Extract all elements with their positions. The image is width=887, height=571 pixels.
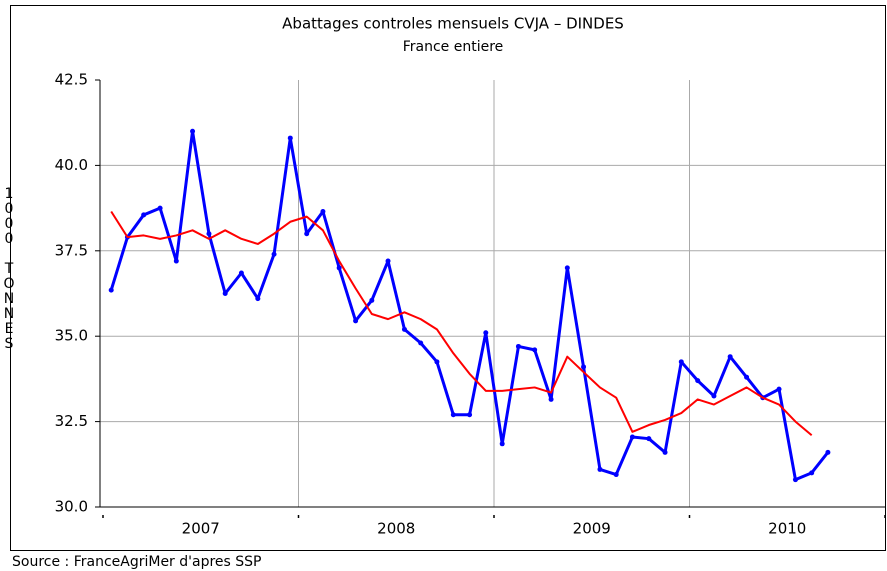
point	[581, 364, 587, 370]
point	[401, 326, 407, 332]
y-axis-label: 1000 TONNES	[1, 186, 17, 351]
frame	[10, 5, 886, 551]
point	[711, 393, 717, 399]
y-tick-label: 30.0	[55, 498, 88, 516]
point	[613, 472, 619, 478]
point	[597, 466, 603, 472]
point	[662, 449, 668, 455]
point	[385, 258, 391, 264]
point	[792, 477, 798, 483]
point	[809, 470, 815, 476]
point	[483, 330, 489, 336]
point	[418, 340, 424, 346]
point	[548, 396, 554, 402]
y-tick-label: 35.0	[55, 327, 88, 345]
y-tick-label: 32.5	[55, 412, 88, 430]
point	[629, 434, 635, 440]
point	[157, 205, 163, 211]
point	[678, 359, 684, 365]
point	[467, 412, 473, 418]
point	[499, 441, 505, 447]
point	[744, 374, 750, 380]
point	[369, 297, 375, 303]
x-tick-label: 2009	[573, 520, 611, 538]
point	[450, 412, 456, 418]
y-tick-label: 42.5	[55, 71, 88, 89]
series-line	[109, 129, 830, 482]
chart-subtitle: France entiere	[403, 39, 504, 55]
x-tick-label: 2010	[768, 520, 806, 538]
point	[515, 343, 521, 349]
y-tick-label: 40.0	[55, 156, 88, 174]
source-note: Source : FranceAgriMer d'apres SSP	[12, 554, 261, 570]
chart-title: Abattages controles mensuels CVJA – DIND…	[282, 15, 624, 33]
point	[238, 270, 244, 276]
x-tick-label: 2008	[377, 520, 415, 538]
point	[532, 347, 538, 353]
point	[173, 258, 179, 264]
point	[646, 436, 652, 442]
point	[727, 354, 733, 360]
y-tick-label: 37.5	[55, 241, 88, 259]
x-tick-label: 2007	[182, 520, 220, 538]
series-line	[110, 210, 813, 437]
point	[304, 231, 310, 237]
point	[695, 378, 701, 384]
point	[222, 291, 228, 296]
point	[825, 449, 831, 455]
point	[353, 318, 359, 324]
point	[434, 359, 440, 365]
point	[271, 251, 277, 257]
point	[336, 265, 342, 271]
point	[776, 386, 782, 392]
point	[287, 135, 293, 141]
point	[206, 231, 212, 237]
point	[320, 209, 326, 215]
point	[108, 287, 114, 293]
point	[564, 265, 570, 271]
point	[255, 296, 261, 302]
point	[190, 128, 196, 134]
point	[141, 212, 147, 218]
